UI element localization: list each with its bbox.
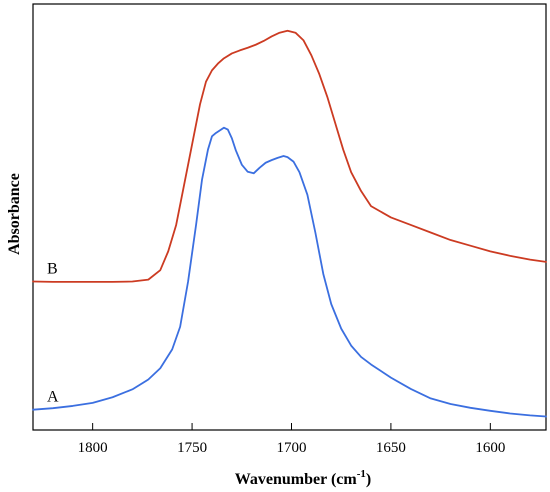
y-axis-title: Absorbance	[6, 173, 23, 255]
x-axis-title-superscript: -1	[357, 468, 366, 480]
series-layer	[32, 29, 547, 418]
curve-label-a: A	[47, 389, 59, 406]
series-line-a	[32, 126, 547, 418]
x-tick-label: 1600	[475, 440, 505, 456]
curve-labels: AB	[47, 261, 59, 406]
x-axis-title: Wavenumber (cm-1)	[235, 468, 371, 488]
x-axis-title-main: Wavenumber (cm	[235, 471, 358, 488]
plot-area	[32, 3, 547, 431]
x-tick-label: 1650	[376, 440, 406, 456]
plot-frame	[32, 3, 547, 431]
x-tick-label: 1700	[276, 440, 306, 456]
x-axis-ticks: 1800 1750 1700 1650 1600	[78, 423, 505, 456]
series-line-b	[32, 29, 547, 283]
x-tick-label: 1750	[177, 440, 207, 456]
x-axis-title-suffix: )	[366, 471, 371, 488]
curve-label-b: B	[47, 261, 58, 278]
x-tick-label: 1800	[78, 440, 108, 456]
